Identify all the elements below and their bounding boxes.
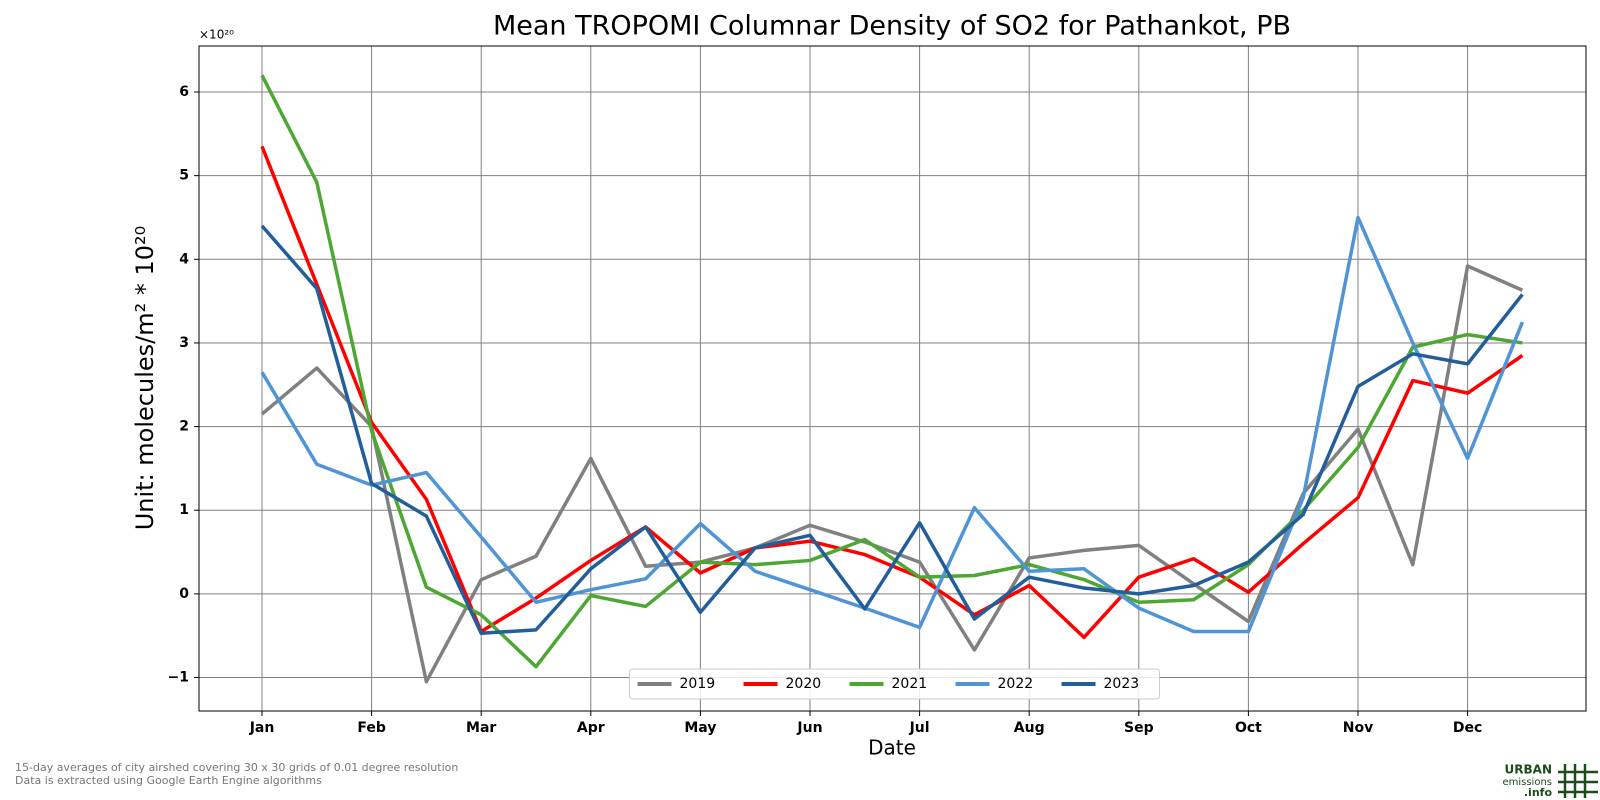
logo-text: URBAN bbox=[1505, 763, 1552, 777]
chart-title: Mean TROPOMI Columnar Density of SO2 for… bbox=[493, 11, 1291, 42]
x-tick-label: Oct bbox=[1235, 720, 1262, 736]
x-tick-label: Mar bbox=[466, 720, 496, 736]
line-series bbox=[260, 224, 1524, 635]
plot-frame bbox=[198, 45, 1587, 712]
logo-icon bbox=[1558, 764, 1598, 798]
line-series bbox=[260, 215, 1525, 634]
x-tick-label: Apr bbox=[577, 720, 605, 736]
y-tick-label: 5 bbox=[179, 168, 189, 184]
x-tick-label: May bbox=[684, 720, 716, 736]
legend-label: 2023 bbox=[1104, 676, 1140, 692]
logo-text: emissions bbox=[1502, 777, 1552, 788]
y-axis-label: Unit: molecules/m² * 10²⁰ bbox=[131, 226, 159, 531]
legend-label: 2021 bbox=[892, 676, 928, 692]
y-tick-label: 1 bbox=[179, 502, 189, 518]
y-offset-label: ×10²⁰ bbox=[199, 28, 234, 42]
x-tick-label: Aug bbox=[1014, 720, 1045, 736]
legend-label: 2020 bbox=[786, 676, 822, 692]
y-tick-label: 6 bbox=[179, 84, 189, 100]
legend-box bbox=[629, 668, 1160, 700]
legend-label: 2022 bbox=[998, 676, 1034, 692]
x-tick-label: Jun bbox=[796, 720, 822, 736]
line-series bbox=[260, 74, 1523, 669]
y-tick-label: −1 bbox=[168, 670, 189, 686]
footer-note: 15-day averages of city airshed covering… bbox=[15, 761, 458, 774]
y-tick-label: 0 bbox=[179, 586, 189, 602]
line-series bbox=[260, 264, 1524, 684]
x-axis-label: Date bbox=[868, 736, 916, 760]
x-tick-label: Dec bbox=[1453, 720, 1482, 736]
x-tick-label: Jan bbox=[249, 720, 275, 736]
logo-text: .info bbox=[1524, 786, 1553, 799]
footer-note: Data is extracted using Google Earth Eng… bbox=[15, 774, 322, 787]
x-tick-label: Feb bbox=[357, 720, 386, 736]
x-tick-label: Jul bbox=[909, 720, 930, 736]
y-tick-label: 3 bbox=[179, 335, 189, 351]
y-tick-label: 4 bbox=[179, 251, 189, 267]
legend-label: 2019 bbox=[680, 676, 716, 692]
x-tick-label: Nov bbox=[1343, 720, 1373, 736]
y-tick-label: 2 bbox=[179, 419, 189, 435]
x-tick-label: Sep bbox=[1124, 720, 1154, 736]
